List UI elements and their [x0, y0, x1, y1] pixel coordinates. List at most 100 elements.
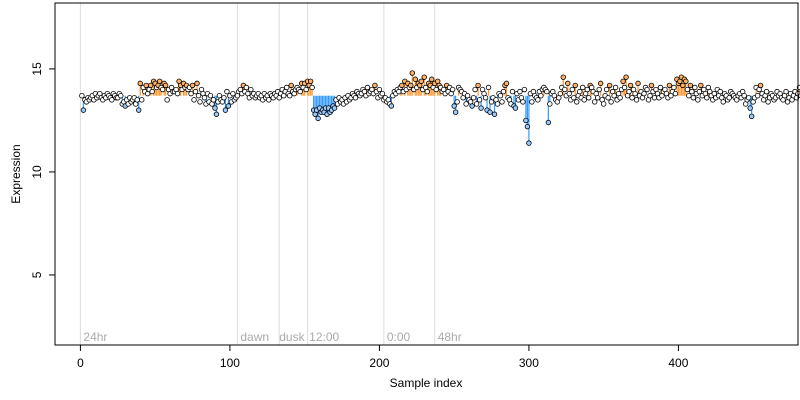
data-point [225, 103, 232, 109]
data-point [485, 84, 492, 91]
data-point [594, 95, 601, 101]
data-point [621, 84, 628, 91]
data-point [156, 78, 163, 84]
plot-frame [54, 2, 799, 346]
data-point [470, 95, 477, 101]
annotation-label: dusk [279, 330, 305, 344]
data-point [222, 107, 229, 113]
data-point [524, 123, 531, 130]
data-point [626, 88, 632, 95]
data-point [545, 119, 552, 126]
data-point [137, 80, 143, 87]
data-point [562, 86, 568, 93]
data-point [608, 99, 614, 105]
data-point [605, 95, 611, 101]
data-point [611, 93, 617, 99]
data-point [288, 82, 294, 89]
data-point [207, 93, 214, 99]
data-point [547, 101, 553, 107]
annotation-label: 24hr [83, 330, 107, 344]
data-point [494, 101, 501, 107]
data-point [452, 109, 459, 115]
data-point [686, 93, 692, 99]
data-point [560, 74, 566, 80]
data-points [79, 70, 800, 146]
data-point [188, 90, 194, 97]
data-point [720, 99, 726, 105]
data-point [143, 82, 149, 89]
data-point [517, 88, 523, 95]
data-point [487, 109, 493, 115]
data-point [248, 86, 254, 93]
data-point [690, 95, 697, 101]
data-point [565, 80, 571, 87]
data-point [491, 111, 498, 117]
data-point [379, 90, 386, 97]
data-point [726, 95, 732, 101]
y-tick-label: 10 [30, 165, 44, 179]
data-point [197, 99, 203, 105]
data-point [692, 84, 698, 91]
data-point [617, 95, 623, 101]
data-point [741, 93, 747, 99]
data-point [451, 103, 457, 109]
x-tick-label: 0 [77, 356, 84, 370]
data-point [303, 86, 309, 93]
data-point [159, 86, 166, 93]
data-point [704, 95, 710, 101]
data-point [475, 82, 481, 89]
data-point [521, 86, 528, 93]
data-point [454, 99, 460, 105]
data-point [210, 97, 217, 103]
data-point [307, 78, 314, 84]
data-point [748, 113, 755, 120]
data-point [469, 103, 475, 109]
data-point [212, 105, 218, 111]
data-point [409, 70, 415, 76]
data-point [695, 97, 701, 103]
x-tick-label: 300 [519, 356, 539, 370]
data-point [632, 90, 638, 97]
data-point [687, 82, 694, 89]
data-point [164, 97, 170, 103]
data-point [418, 78, 424, 84]
data-point [572, 82, 578, 89]
data-point [287, 93, 293, 99]
annotation-label: 0:00 [387, 330, 411, 344]
data-point [698, 82, 704, 89]
y-tick-label: 5 [30, 271, 44, 278]
data-point [315, 115, 321, 122]
data-point [763, 88, 770, 95]
data-point [136, 107, 142, 113]
data-point [408, 82, 414, 89]
y-axis-title: Expression [9, 144, 23, 203]
data-point [520, 99, 526, 105]
y-axis: 5 10 15 [30, 62, 56, 278]
data-point [569, 86, 575, 93]
annotation-label: dawn [240, 330, 269, 344]
annotation-label: 12:00 [309, 330, 339, 344]
data-point [213, 111, 220, 117]
data-point [463, 101, 469, 107]
data-point [671, 84, 677, 91]
data-point [635, 80, 641, 87]
data-point [139, 97, 145, 103]
data-point [376, 86, 383, 93]
data-point [606, 82, 613, 89]
data-point [201, 95, 208, 101]
data-point [629, 95, 635, 101]
data-point [162, 82, 169, 89]
data-point [557, 90, 563, 97]
data-point [641, 90, 647, 97]
data-point [499, 99, 505, 105]
data-point [149, 88, 155, 95]
data-point [509, 88, 516, 95]
data-point [109, 97, 115, 103]
data-point [194, 80, 200, 87]
data-point [581, 97, 587, 103]
y-tick-label: 15 [30, 62, 44, 76]
data-point [651, 95, 658, 101]
data-point [745, 95, 752, 101]
data-point [566, 90, 572, 97]
